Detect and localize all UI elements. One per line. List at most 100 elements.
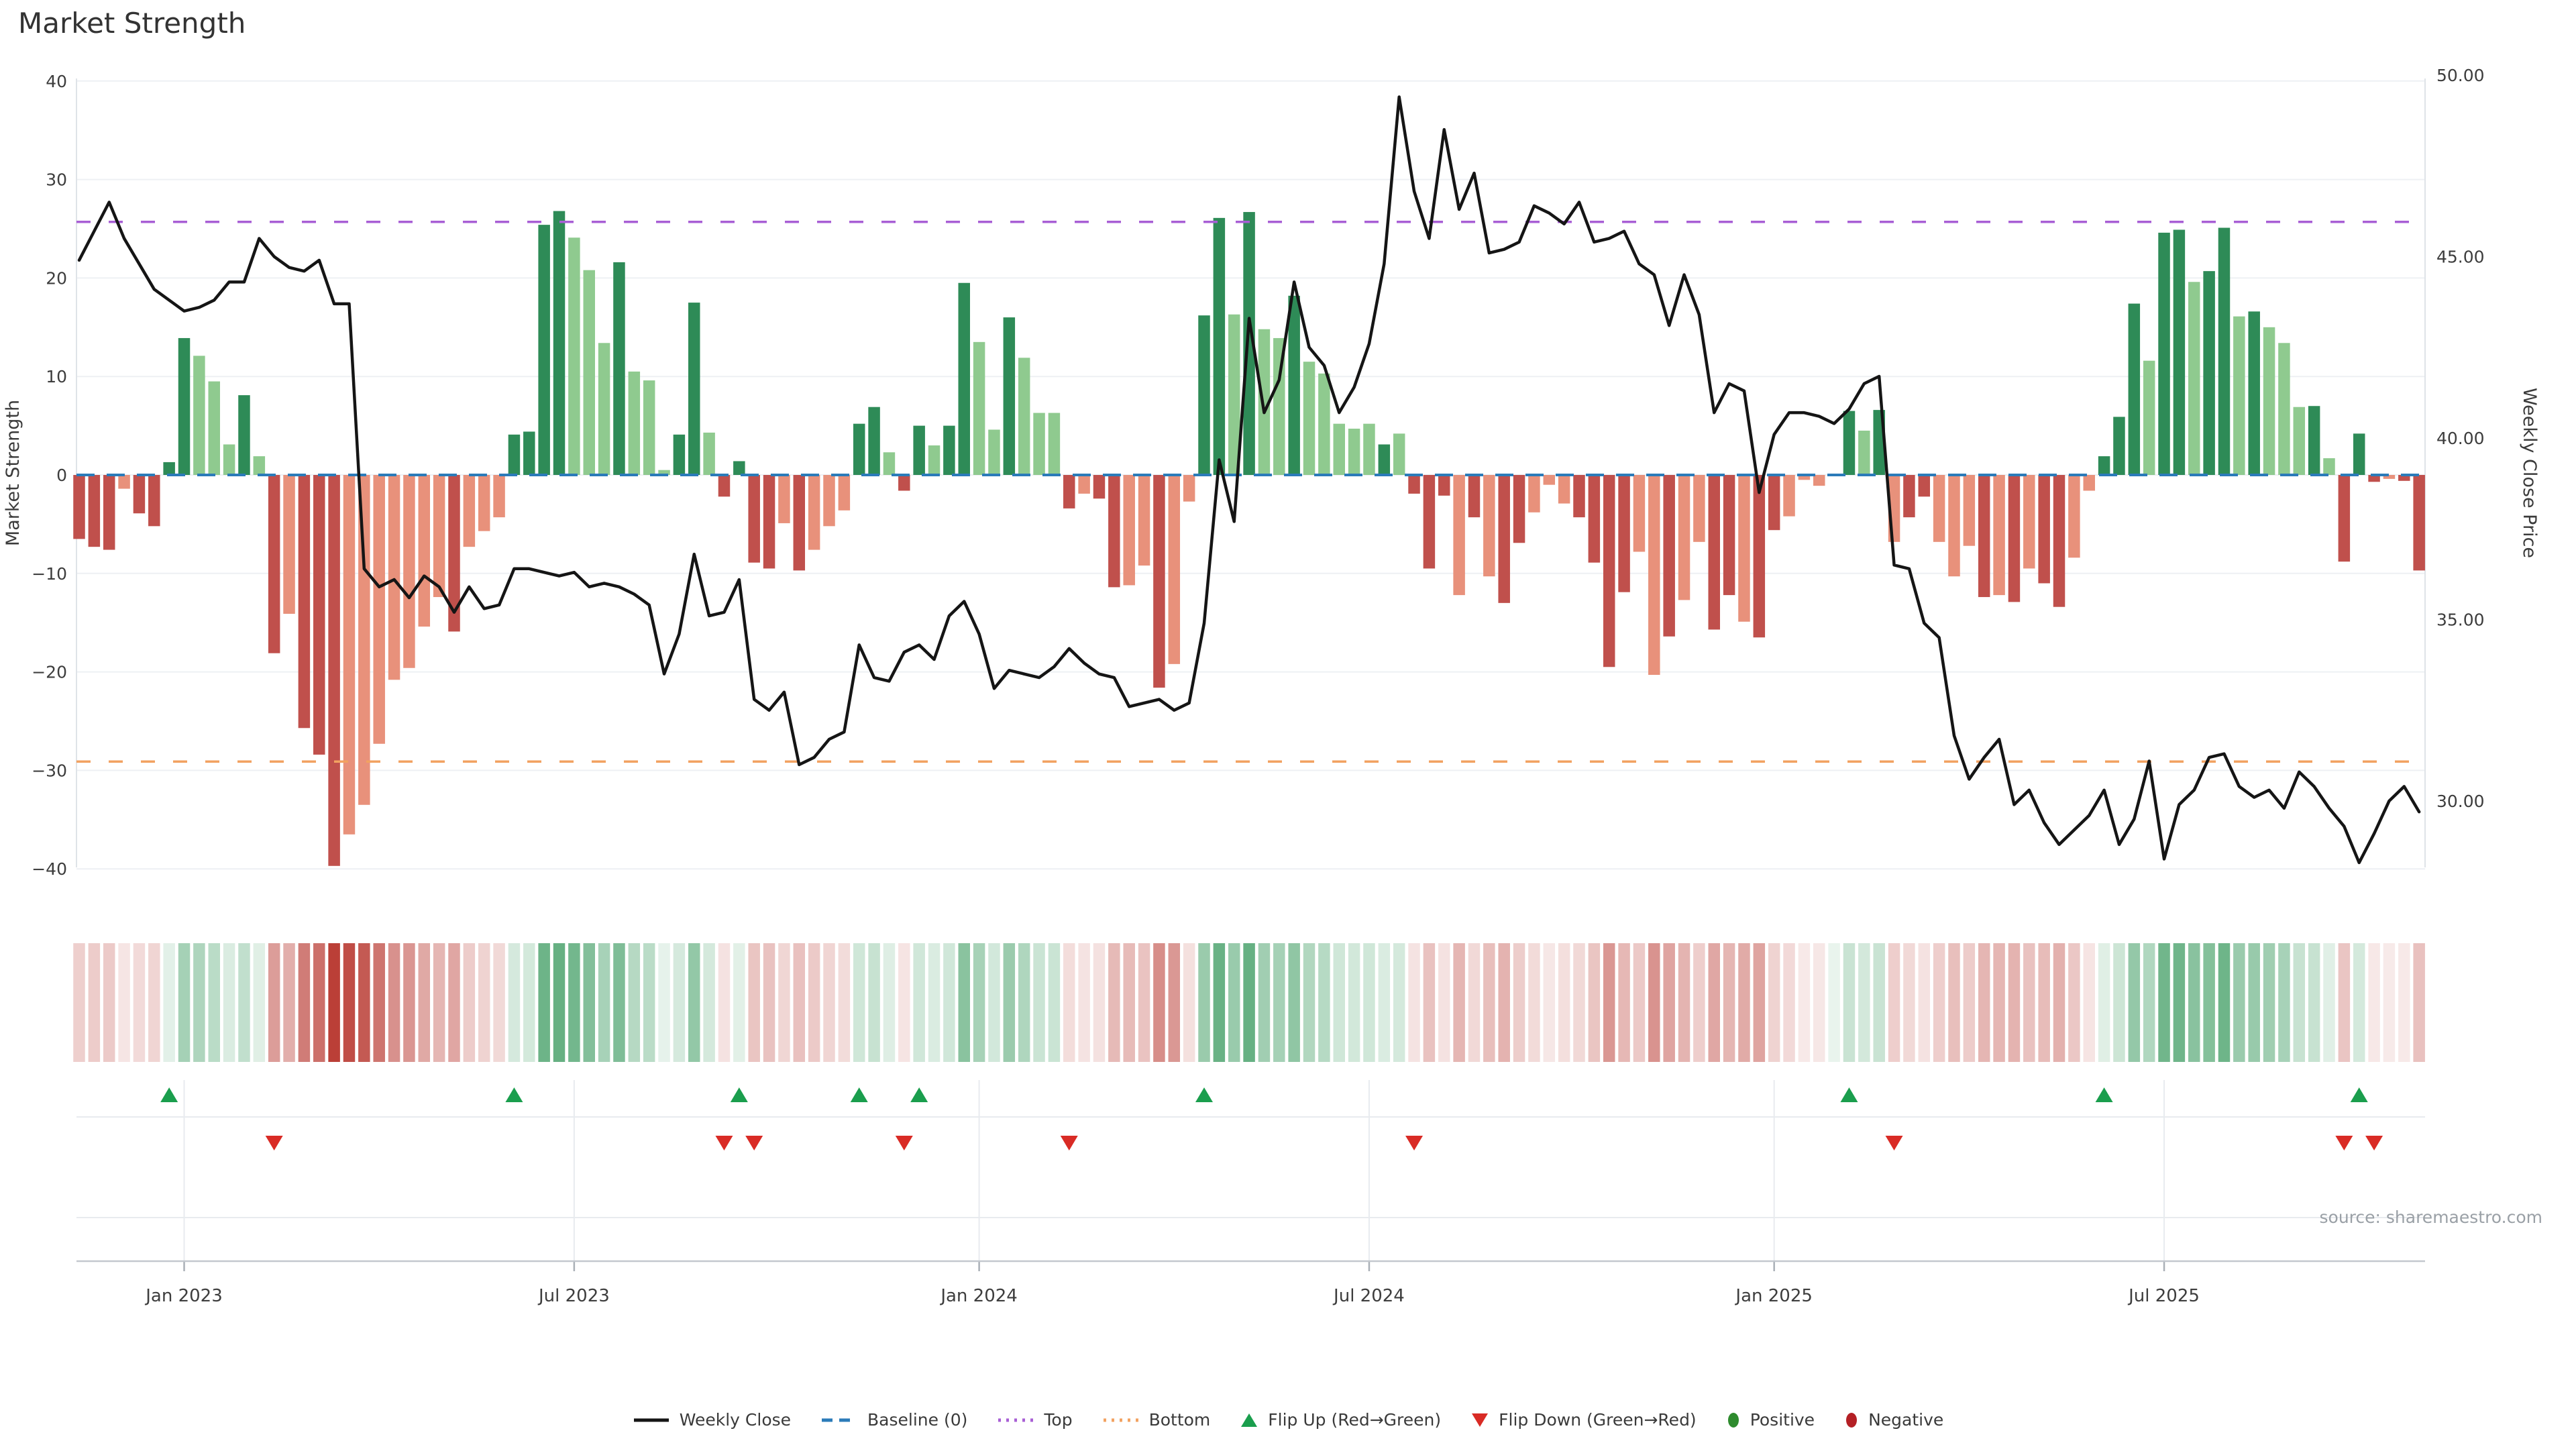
negative-bar (1963, 475, 1976, 546)
flip-down-marker (1405, 1136, 1424, 1150)
heat-cell (2413, 943, 2425, 1062)
heat-cell (673, 943, 686, 1062)
heat-cell (553, 943, 566, 1062)
heat-cell (793, 943, 806, 1062)
heat-cell (1378, 943, 1391, 1062)
heat-cell (178, 943, 191, 1062)
negative-bar (73, 475, 85, 539)
negative-bar (1678, 475, 1690, 600)
circle-icon (1846, 1412, 1858, 1428)
heat-cell (1753, 943, 1766, 1062)
heat-cell (433, 943, 445, 1062)
flip-up-marker (730, 1087, 748, 1102)
negative-bar (1483, 475, 1495, 577)
x-tick-label: Jul 2025 (2127, 1286, 2200, 1306)
flip-up-marker (2350, 1087, 2368, 1102)
negative-bar (298, 475, 311, 729)
heat-cell (2023, 943, 2035, 1062)
negative-bar (1648, 475, 1660, 676)
negative-bar (118, 475, 130, 489)
heat-cell (733, 943, 745, 1062)
heat-cell (2158, 943, 2170, 1062)
heat-cell (2233, 943, 2245, 1062)
negative-bar (133, 475, 146, 514)
heat-cell (2278, 943, 2290, 1062)
negative-bar (1453, 475, 1465, 596)
heat-cell (1768, 943, 1780, 1062)
positive-bar (913, 425, 925, 475)
positive-bar (208, 381, 220, 475)
heat-cell (2038, 943, 2050, 1062)
heat-cell (1303, 943, 1316, 1062)
positive-bar (868, 407, 880, 475)
negative-bar (1603, 475, 1615, 667)
heat-cell (1708, 943, 1720, 1062)
heat-cell (148, 943, 160, 1062)
negative-bar (1738, 475, 1750, 622)
negative-bar (1078, 475, 1090, 494)
source-label: source: sharemaestro.com (2319, 1208, 2543, 1227)
positive-bar (2098, 456, 2110, 475)
negative-bar (1513, 475, 1525, 543)
heat-cell (748, 943, 760, 1062)
heat-cell (718, 943, 731, 1062)
negative-bar (2383, 475, 2396, 479)
circle-icon (1727, 1412, 1739, 1428)
positive-bar (2308, 406, 2320, 475)
heat-cell (2383, 943, 2396, 1062)
negative-bar (1093, 475, 1106, 499)
heat-cell (73, 943, 85, 1062)
heat-cell (373, 943, 385, 1062)
positive-bar (583, 270, 595, 475)
negative-bar (778, 475, 790, 523)
heat-cell (1288, 943, 1300, 1062)
negative-bar (463, 475, 476, 547)
heat-cell (958, 943, 970, 1062)
legend: Weekly Close Baseline (0) Top Bottom Flip Up… (0, 1410, 2576, 1430)
positive-bar (2173, 229, 2186, 475)
heat-cell (1228, 943, 1240, 1062)
legend-item-0: Weekly Close (633, 1410, 791, 1430)
heat-cell (358, 943, 370, 1062)
heat-cell (988, 943, 1000, 1062)
positive-bar (163, 462, 175, 475)
heat-cell (1573, 943, 1585, 1062)
y-tick-label-left: −20 (32, 663, 67, 682)
positive-bar (2113, 417, 2125, 475)
flip-down-marker (715, 1136, 733, 1150)
negative-bar (448, 475, 460, 632)
heat-cell (1123, 943, 1135, 1062)
negative-bar (1723, 475, 1735, 596)
heat-cell (2308, 943, 2320, 1062)
positive-bar (2233, 316, 2245, 475)
negative-bar (403, 475, 415, 668)
negative-bar (1168, 475, 1181, 664)
positive-bar (1048, 413, 1061, 475)
heat-cell (1513, 943, 1525, 1062)
heat-cell (118, 943, 130, 1062)
flip-down-marker (2335, 1136, 2353, 1150)
positive-bar (523, 431, 535, 475)
heat-cell (508, 943, 521, 1062)
legend-label: Bottom (1148, 1410, 1211, 1430)
heat-cell (2293, 943, 2306, 1062)
legend-label: Flip Up (Red→Green) (1268, 1410, 1442, 1430)
positive-bar (1363, 423, 1375, 475)
positive-bar (2248, 311, 2260, 475)
heat-cell (1018, 943, 1030, 1062)
heat-cell (238, 943, 250, 1062)
legend-item-3: Bottom (1102, 1410, 1211, 1430)
heat-cell (2188, 943, 2200, 1062)
heat-cell (1588, 943, 1601, 1062)
heat-cell (2323, 943, 2335, 1062)
heat-cell (643, 943, 655, 1062)
heat-cell (103, 943, 115, 1062)
negative-bar (1753, 475, 1766, 638)
positive-bar (643, 380, 655, 475)
heat-cell (1438, 943, 1450, 1062)
heat-cell (2203, 943, 2215, 1062)
heat-cell (1348, 943, 1360, 1062)
heat-cell (1483, 943, 1495, 1062)
positive-bar (2353, 433, 2365, 475)
legend-item-1: Baseline (0) (820, 1410, 967, 1430)
